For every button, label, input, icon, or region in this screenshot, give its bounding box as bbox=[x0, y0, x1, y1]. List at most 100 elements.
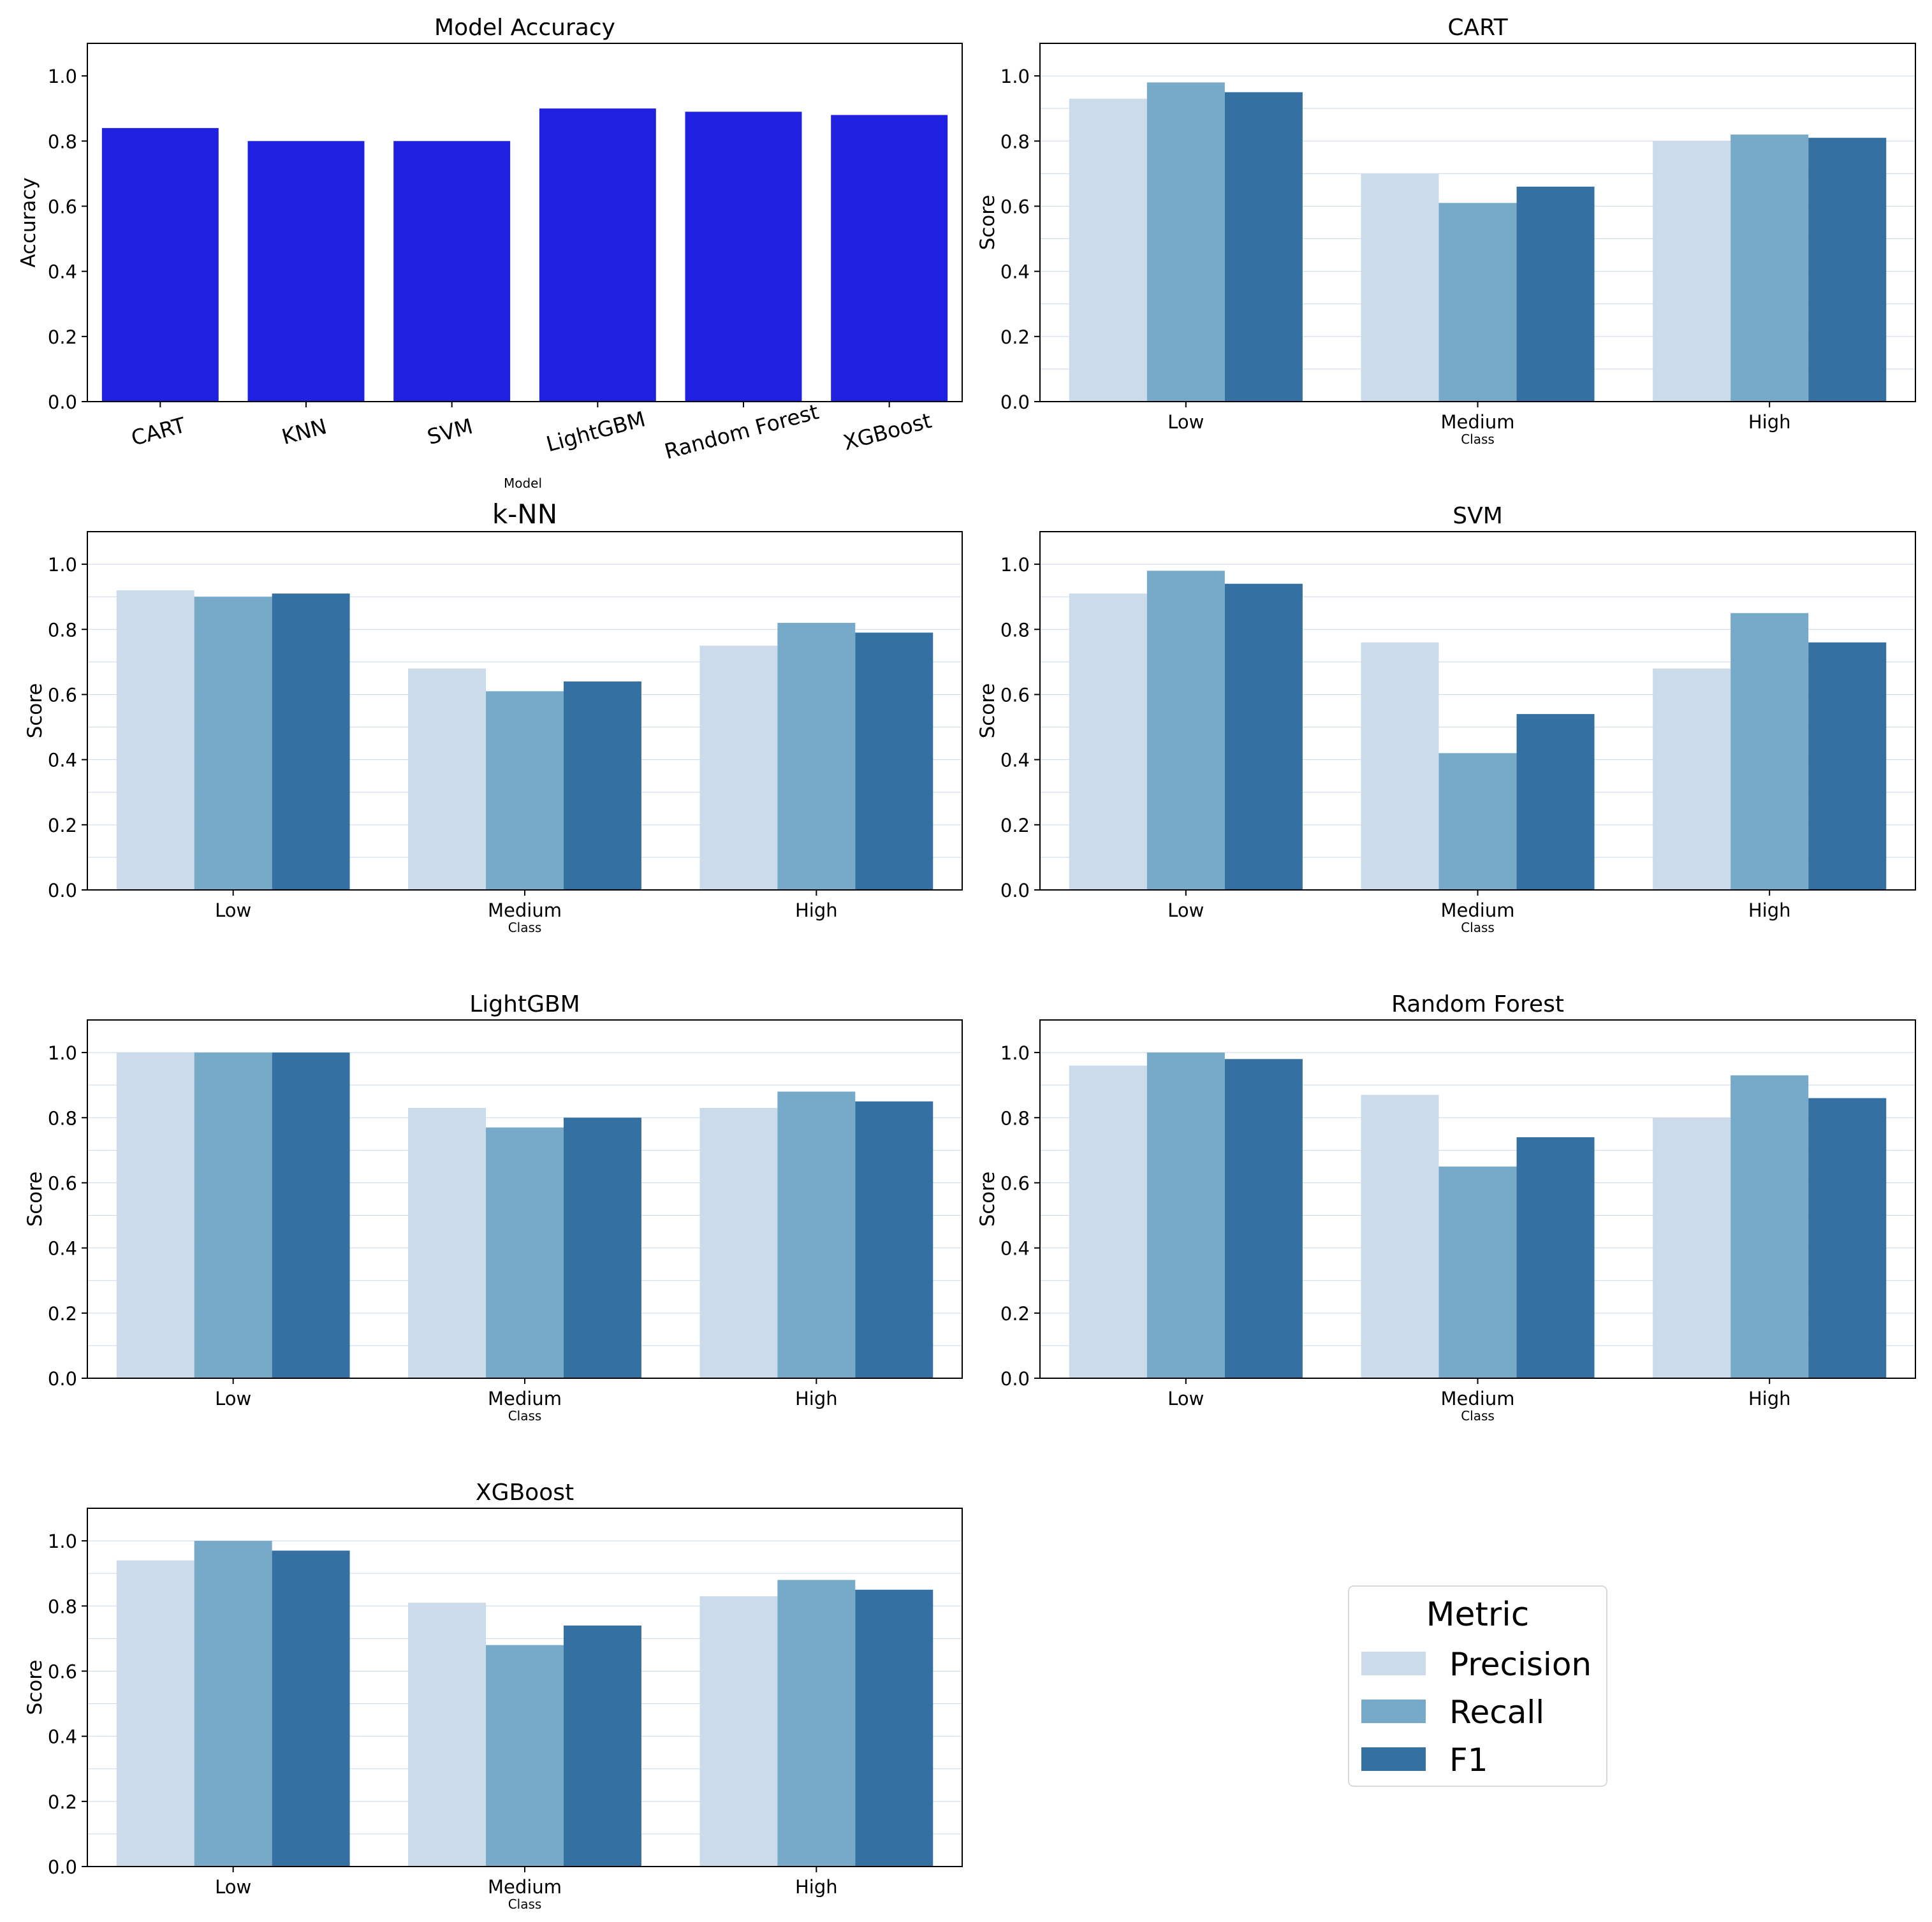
bar-f1-low bbox=[1224, 1059, 1303, 1378]
y-tick-label: 0.6 bbox=[1000, 196, 1030, 217]
y-tick-label: 0.6 bbox=[48, 1661, 77, 1682]
y-tick-label: 0.6 bbox=[48, 1172, 77, 1194]
chart-title: XGBoost bbox=[476, 1480, 574, 1506]
x-tick-label: High bbox=[795, 899, 838, 921]
x-tick-label: Low bbox=[1167, 411, 1204, 433]
legend: Metric Precision Recall F1 bbox=[1348, 1585, 1607, 1787]
bar-recall-low bbox=[1146, 571, 1225, 890]
x-axis-label: Class bbox=[1461, 920, 1495, 935]
y-tick-label: 1.0 bbox=[48, 66, 77, 87]
x-tick-label: Medium bbox=[488, 1876, 562, 1898]
bar-recall-high bbox=[1731, 135, 1809, 402]
y-axis-label: Score bbox=[976, 195, 999, 251]
y-tick-label: 0.2 bbox=[48, 1791, 77, 1813]
bar-precision-medium bbox=[408, 668, 487, 890]
y-tick-label: 1.0 bbox=[1000, 66, 1030, 87]
chart-xgboost: XGBoost 0.0 0.2 0.4 0.6 0.8 1.0 Low Medium High Cl… bbox=[24, 1480, 963, 1912]
bar-recall-high bbox=[1731, 613, 1809, 890]
bar-precision-low bbox=[1069, 1065, 1147, 1378]
chart-knn: k-NN 0.0 0.2 0.4 0.6 0.8 1.0 Low Medium High Class… bbox=[24, 499, 963, 935]
chart-title: Model Accuracy bbox=[434, 15, 615, 41]
y-tick-label: 0.8 bbox=[48, 619, 77, 641]
y-axis-label: Score bbox=[24, 683, 47, 739]
y-tick-label: 0.4 bbox=[1000, 261, 1030, 283]
bar-precision-medium bbox=[408, 1107, 487, 1378]
x-axis-label: Class bbox=[1461, 1408, 1495, 1423]
bar-f1-low bbox=[272, 593, 350, 890]
bar-precision-high bbox=[699, 1596, 778, 1867]
x-tick-label: High bbox=[795, 1876, 838, 1898]
chart-svm: SVM 0.0 0.2 0.4 0.6 0.8 1.0 Low Medium High Class S… bbox=[976, 503, 1916, 935]
bar-lightgbm bbox=[539, 108, 656, 402]
bar-f1-medium bbox=[563, 1118, 641, 1378]
y-tick-label: 0.2 bbox=[1000, 815, 1030, 836]
x-tick-label: Medium bbox=[488, 1388, 562, 1409]
y-tick-label: 0.8 bbox=[48, 131, 77, 152]
x-tick-label: Medium bbox=[1441, 411, 1515, 433]
bar-recall-low bbox=[1146, 1052, 1225, 1378]
y-tick-label: 0.0 bbox=[1000, 391, 1030, 413]
y-tick-label: 0.8 bbox=[48, 1596, 77, 1617]
bar-recall-high bbox=[1731, 1075, 1809, 1378]
y-tick-label: 0.6 bbox=[48, 684, 77, 706]
x-axis-label: Class bbox=[1461, 432, 1495, 447]
y-axis-label: Score bbox=[976, 683, 999, 739]
bar-precision-high bbox=[699, 1107, 778, 1378]
x-tick-label: Medium bbox=[488, 899, 562, 921]
y-tick-label: 0.2 bbox=[48, 326, 77, 348]
bar-precision-medium bbox=[1361, 1095, 1439, 1378]
bar-random-forest bbox=[685, 112, 802, 402]
bar-recall-medium bbox=[1438, 1166, 1517, 1378]
y-tick-label: 0.0 bbox=[48, 391, 77, 413]
bar-precision-low bbox=[1069, 593, 1147, 890]
y-tick-label: 0.6 bbox=[48, 196, 77, 217]
y-tick-label: 1.0 bbox=[48, 1042, 77, 1064]
bar-f1-medium bbox=[1516, 186, 1595, 402]
bar-knn bbox=[247, 141, 365, 402]
x-tick-label: Low bbox=[215, 899, 251, 921]
bar-recall-high bbox=[777, 623, 856, 890]
legend-label-f1: F1 bbox=[1449, 1742, 1488, 1779]
bar-precision-low bbox=[116, 1052, 194, 1378]
x-tick-label: Low bbox=[1167, 1388, 1204, 1409]
bar-f1-high bbox=[1808, 138, 1887, 402]
bar-precision-high bbox=[699, 645, 778, 890]
y-axis-label: Score bbox=[24, 1172, 47, 1227]
legend-box bbox=[1348, 1585, 1607, 1787]
x-tick-label: Medium bbox=[1441, 899, 1515, 921]
legend-swatch-f1 bbox=[1361, 1747, 1426, 1771]
chart-cart: CART 0.0 0.2 0.4 0.6 0.8 1.0 Low Medium High Class… bbox=[976, 15, 1916, 447]
bar-f1-medium bbox=[1516, 1137, 1595, 1378]
y-tick-label: 0.2 bbox=[48, 1303, 77, 1325]
y-tick-label: 0.6 bbox=[1000, 684, 1030, 706]
bar-f1-low bbox=[272, 1052, 350, 1378]
y-axis-label: Accuracy bbox=[17, 177, 40, 268]
bar-precision-medium bbox=[1361, 642, 1439, 890]
x-tick-label: Low bbox=[1167, 899, 1204, 921]
legend-title: Metric bbox=[1426, 1596, 1530, 1634]
chart-lightgbm: LightGBM 0.0 0.2 0.4 0.6 0.8 1.0 Low Medium High C… bbox=[24, 991, 963, 1423]
bar-recall-medium bbox=[1438, 753, 1517, 890]
chart-random-forest: Random Forest 0.0 0.2 0.4 0.6 0.8 1.0 Low Medium… bbox=[976, 991, 1916, 1423]
bar-f1-high bbox=[1808, 1098, 1887, 1378]
y-tick-label: 0.4 bbox=[48, 1238, 77, 1260]
bar-cart bbox=[101, 127, 219, 402]
chart-title: k-NN bbox=[492, 499, 557, 530]
x-tick-label: High bbox=[1748, 1388, 1791, 1409]
bar-f1-medium bbox=[563, 681, 641, 890]
bar-f1-high bbox=[855, 632, 933, 890]
bar-recall-low bbox=[194, 597, 272, 890]
bar-precision-high bbox=[1653, 1118, 1731, 1378]
y-tick-label: 0.6 bbox=[1000, 1172, 1030, 1194]
y-tick-label: 0.4 bbox=[48, 1726, 77, 1748]
y-tick-label: 0.0 bbox=[1000, 880, 1030, 901]
y-tick-label: 0.0 bbox=[1000, 1368, 1030, 1390]
y-tick-label: 1.0 bbox=[1000, 1042, 1030, 1064]
bar-recall-low bbox=[194, 1541, 272, 1867]
bar-f1-high bbox=[855, 1101, 933, 1378]
bar-f1-low bbox=[1224, 92, 1303, 402]
y-tick-label: 1.0 bbox=[48, 1531, 77, 1552]
x-axis-label: Class bbox=[508, 1408, 542, 1423]
